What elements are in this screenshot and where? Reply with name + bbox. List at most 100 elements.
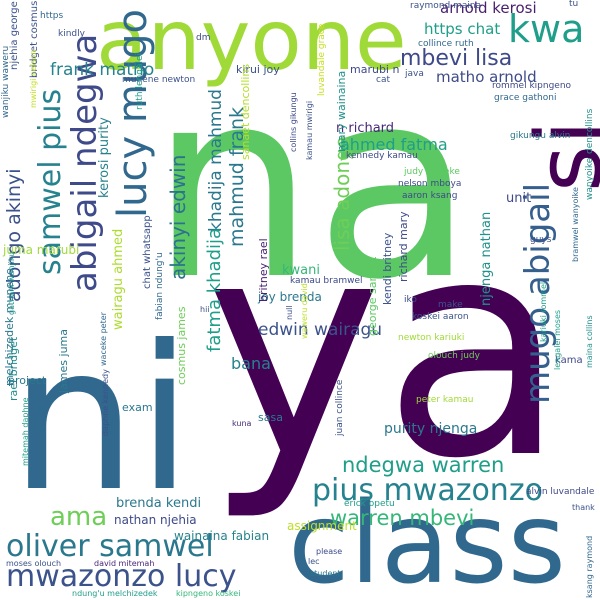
word: ruth lengalei [135, 52, 145, 110]
word: pius mwazonzo [312, 473, 543, 508]
word: cat [376, 75, 390, 85]
word: kamau mwirigi [305, 100, 314, 160]
word: wainaina fabian [174, 529, 270, 543]
word: https chat [424, 20, 501, 38]
word: gikungu alvin [510, 131, 571, 141]
word: maina collins [585, 315, 594, 368]
word: wanyoike [585, 157, 595, 200]
word: newton kariuki [398, 333, 465, 343]
word: warren mbevi [330, 506, 475, 530]
word: sanaet dencollins [239, 63, 252, 160]
word: marubi n [350, 63, 400, 76]
word: wanjiku waweru [1, 45, 11, 118]
word: kennedy kamau [346, 151, 418, 161]
word: ksang raymond [585, 535, 594, 598]
word: purity njenga [384, 421, 478, 437]
word: khadija mahmud [206, 89, 226, 232]
word: juma marubi [3, 243, 80, 257]
word: judy waceke [404, 167, 460, 177]
word: matho arnold [436, 68, 537, 86]
word: n richard [336, 121, 395, 136]
word: daphne kennedy [101, 369, 110, 436]
word: nathan njehia [114, 513, 197, 527]
word: lengalei moses [553, 309, 562, 370]
word: oliver samwel [6, 529, 214, 564]
word: raymond maina [410, 1, 482, 11]
word: mwazonzo lucy [6, 559, 237, 594]
word: arnold kerosi [440, 0, 537, 17]
word: mugo abigail [518, 182, 558, 404]
word: time [266, 403, 289, 414]
word: kuna [232, 419, 252, 428]
word: olouch judy [428, 351, 480, 361]
word: kirui joy [236, 63, 280, 76]
word: chat whatsapp [142, 215, 153, 289]
word: tu [569, 0, 579, 9]
word: kerosi purity [97, 117, 112, 198]
word: george sanaet [366, 256, 379, 336]
word: guys [530, 235, 552, 245]
word: exam [122, 401, 153, 414]
word: kamau bramwel [290, 276, 363, 286]
word: james juma [57, 329, 70, 393]
word: hii [200, 305, 210, 314]
word: akinyi edwin [166, 154, 190, 280]
word: njenga nathan [479, 211, 494, 306]
word: wairagu ahmed [111, 228, 126, 330]
word: richard mary [397, 211, 410, 282]
word: kwa [508, 7, 585, 51]
word: na [150, 35, 475, 337]
word: https [40, 11, 64, 21]
word: kipngeno koskei [176, 589, 241, 598]
word: lucy mugo [110, 8, 156, 218]
word: waceke peter [99, 312, 108, 366]
word: kama [555, 355, 583, 366]
word: joy brenda [258, 290, 322, 304]
word: anyone [96, 0, 407, 89]
word: njehia george [9, 1, 20, 70]
word: koskei aaron [412, 312, 469, 322]
word: please [316, 547, 343, 556]
word: ama [50, 502, 108, 532]
word: britney rael [257, 238, 270, 302]
word: bramwel wanyoike [571, 187, 580, 262]
word: fatma khadija [204, 227, 225, 352]
word: david mitemah [94, 559, 155, 568]
word: ya [205, 175, 567, 524]
word: lec [308, 557, 320, 566]
word: make [438, 300, 463, 310]
word: sasa [258, 411, 283, 424]
word: collince ruth [418, 39, 474, 49]
word: brenda kendi [116, 496, 202, 511]
word: mwirigi nelson [29, 49, 38, 108]
word: null [285, 305, 294, 320]
word: nelson mboya [398, 179, 462, 189]
word: edwin wairagu [258, 320, 383, 340]
word: ndegwa warren [342, 453, 505, 477]
word: mary wainaina [335, 70, 348, 152]
word: dm [196, 33, 211, 43]
word: waweru david [300, 283, 309, 339]
word: java [405, 69, 424, 79]
word: kendi britney [381, 232, 394, 305]
word: cosmus james [175, 306, 188, 385]
word: unit [506, 191, 532, 206]
word: mitemah daphne [21, 397, 30, 466]
word: alvin luvandale [526, 487, 595, 497]
word: aaron ksang [402, 191, 458, 201]
word: peter kamau [416, 395, 474, 405]
word: iko [404, 295, 417, 305]
word: kariuki rommel [539, 281, 548, 342]
word: student [310, 569, 341, 578]
word: moses olouch [6, 559, 62, 568]
word: kindly [58, 29, 85, 39]
word: collins gikungu [289, 92, 298, 152]
word: bana [231, 354, 271, 373]
word: project [8, 374, 47, 387]
word: juan collince [335, 379, 345, 436]
word: grace gathoni [494, 93, 557, 103]
word: gathoni wanjiku [7, 251, 16, 315]
word: luvandale grace [317, 23, 327, 96]
word: ndung'u melchizedek [72, 589, 158, 598]
